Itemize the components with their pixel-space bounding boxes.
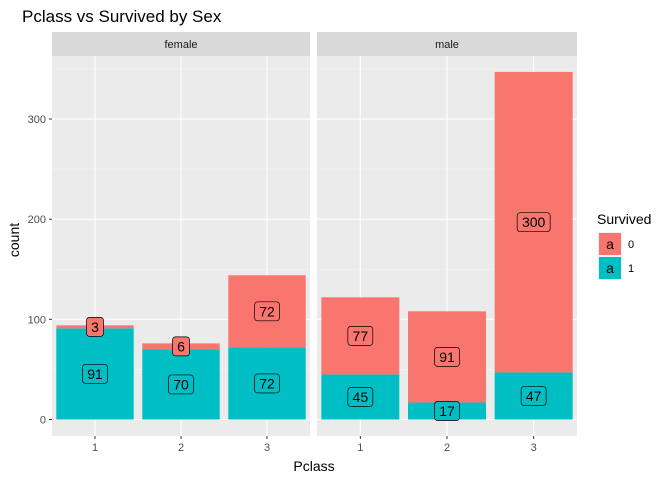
data-label-group: 300 (516, 212, 551, 233)
data-label: 47 (526, 388, 542, 404)
data-label: 70 (173, 376, 189, 392)
y-tick-label: 200 (28, 214, 46, 226)
data-label-group: 72 (254, 373, 280, 394)
data-label-box (172, 336, 190, 357)
data-label-group: 91 (82, 364, 108, 384)
data-label-box (520, 386, 547, 406)
facet-female: female 91 3 70 6 72 72 1 2 3 (52, 32, 310, 454)
data-label-box (434, 347, 460, 367)
legend-glyph: a (606, 260, 614, 276)
data-label-box (86, 317, 104, 337)
facet-strip-label: female (164, 39, 197, 51)
data-label: 6 (177, 338, 185, 354)
data-label-group: 72 (254, 301, 280, 322)
data-label-group: 17 (434, 401, 460, 421)
y-axis: 0 100 200 300 (28, 114, 52, 427)
data-label-box (516, 212, 551, 233)
data-label-box (168, 374, 194, 395)
facet-strip (52, 32, 310, 56)
data-label: 72 (259, 375, 275, 391)
data-label-group: 91 (434, 347, 460, 367)
legend-label: 0 (628, 239, 634, 251)
y-axis-title: count (6, 223, 22, 257)
chart-title: Pclass vs Survived by Sex (22, 7, 222, 26)
data-label: 91 (87, 366, 103, 382)
data-label-group: 3 (86, 317, 104, 337)
data-label: 3 (91, 319, 99, 335)
data-label-box (254, 301, 280, 322)
y-tick-label: 0 (40, 415, 46, 427)
facet-male: male 45 77 17 91 47 300 1 2 3 (317, 32, 577, 454)
data-label: 77 (353, 328, 369, 344)
legend: Survived a 0a 1 (597, 211, 651, 280)
data-label-group: 70 (168, 374, 194, 395)
x-tick-label: 3 (264, 442, 270, 454)
facet-strip-label: male (435, 39, 459, 51)
y-tick-label: 100 (28, 314, 46, 326)
data-label-box (82, 364, 108, 384)
x-tick-label: 1 (92, 442, 98, 454)
facet-strip (317, 32, 577, 56)
legend-glyph: a (606, 236, 614, 252)
data-label: 72 (259, 303, 275, 319)
data-label: 45 (353, 389, 369, 405)
data-label-box (347, 326, 374, 346)
data-label: 17 (439, 403, 455, 419)
x-axis-title: Pclass (293, 458, 334, 474)
x-tick-label: 3 (531, 442, 537, 454)
data-label-group: 77 (347, 326, 374, 346)
data-label-box (347, 387, 374, 407)
data-label-box (254, 373, 280, 394)
y-tick-label: 300 (28, 114, 46, 126)
legend-title: Survived (597, 211, 651, 227)
legend-label: 1 (628, 263, 634, 275)
x-tick-label: 2 (178, 442, 184, 454)
x-tick-label: 1 (357, 442, 363, 454)
data-label-group: 45 (347, 387, 374, 407)
data-label-group: 47 (520, 386, 547, 406)
data-label: 91 (439, 349, 455, 365)
data-label-group: 6 (172, 336, 190, 357)
legend-swatch (599, 257, 621, 279)
x-tick-label: 2 (444, 442, 450, 454)
legend-swatch (599, 233, 621, 255)
data-label-box (434, 401, 460, 421)
data-label: 300 (522, 214, 546, 230)
